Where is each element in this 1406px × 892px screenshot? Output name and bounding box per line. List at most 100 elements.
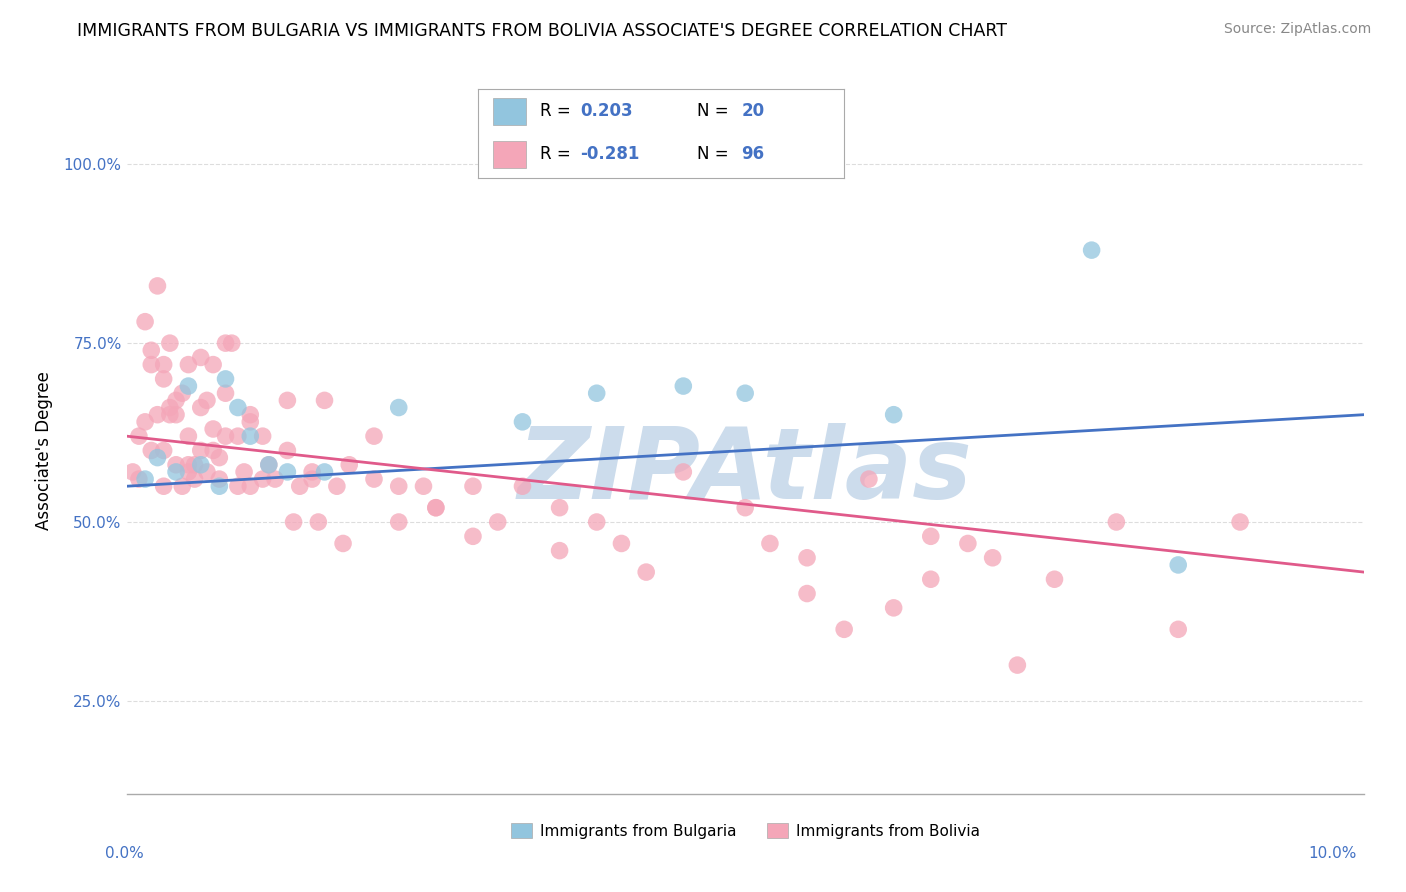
Point — [202, 358, 225, 372]
Point — [585, 515, 607, 529]
Point — [832, 623, 855, 637]
Point — [920, 572, 942, 586]
Point — [314, 393, 336, 408]
Point — [461, 479, 484, 493]
Point — [425, 500, 447, 515]
Point — [208, 472, 231, 486]
Point — [276, 465, 298, 479]
Point — [208, 450, 231, 465]
Point — [208, 479, 231, 493]
Point — [226, 429, 249, 443]
Point — [1167, 558, 1189, 572]
Legend: Immigrants from Bulgaria, Immigrants from Bolivia: Immigrants from Bulgaria, Immigrants fro… — [505, 816, 986, 845]
Point — [276, 393, 298, 408]
Point — [610, 536, 633, 550]
Point — [183, 458, 205, 472]
Point — [337, 458, 360, 472]
Point — [226, 401, 249, 415]
Point — [152, 372, 174, 386]
Point — [159, 408, 181, 422]
Point — [425, 500, 447, 515]
Bar — [492, 98, 526, 125]
Point — [301, 472, 323, 486]
Point — [585, 386, 607, 401]
Point — [512, 415, 534, 429]
Text: 20: 20 — [741, 102, 765, 120]
Point — [981, 550, 1004, 565]
Point — [190, 351, 212, 365]
Point — [257, 458, 280, 472]
Point — [252, 472, 274, 486]
Point — [363, 472, 385, 486]
Point — [388, 401, 411, 415]
Point — [165, 465, 187, 479]
Point — [326, 479, 349, 493]
Text: Source: ZipAtlas.com: Source: ZipAtlas.com — [1223, 22, 1371, 37]
Point — [226, 479, 249, 493]
Point — [177, 358, 200, 372]
Point — [672, 379, 695, 393]
Point — [177, 458, 200, 472]
Point — [1229, 515, 1251, 529]
Point — [146, 279, 169, 293]
Point — [283, 515, 305, 529]
Point — [159, 401, 181, 415]
Point — [883, 408, 905, 422]
Point — [121, 465, 143, 479]
Y-axis label: Associate's Degree: Associate's Degree — [35, 371, 52, 530]
Point — [796, 550, 818, 565]
Point — [363, 429, 385, 443]
Point — [264, 472, 287, 486]
Point — [146, 408, 169, 422]
Point — [190, 443, 212, 458]
Point — [152, 479, 174, 493]
Point — [172, 479, 194, 493]
Text: N =: N = — [697, 102, 734, 120]
Point — [548, 500, 571, 515]
Point — [128, 429, 150, 443]
Point — [412, 479, 434, 493]
Text: 96: 96 — [741, 145, 765, 163]
Point — [796, 586, 818, 600]
Point — [276, 443, 298, 458]
Point — [202, 422, 225, 436]
Point — [257, 458, 280, 472]
Point — [307, 515, 329, 529]
Point — [636, 565, 658, 579]
Point — [183, 472, 205, 486]
Point — [1167, 623, 1189, 637]
Point — [152, 358, 174, 372]
Point — [314, 465, 336, 479]
Point — [177, 379, 200, 393]
Point — [202, 443, 225, 458]
Point — [858, 472, 880, 486]
Point — [252, 429, 274, 443]
Point — [214, 386, 236, 401]
Text: 0.203: 0.203 — [581, 102, 633, 120]
Point — [165, 408, 187, 422]
Point — [759, 536, 782, 550]
Point — [512, 479, 534, 493]
Point — [195, 393, 218, 408]
Bar — [492, 141, 526, 168]
Point — [239, 479, 262, 493]
Text: ZIPAtlas: ZIPAtlas — [517, 423, 973, 519]
Point — [141, 443, 163, 458]
Point — [190, 401, 212, 415]
Point — [1007, 658, 1029, 673]
Point — [172, 386, 194, 401]
Point — [214, 372, 236, 386]
Point — [734, 386, 756, 401]
Point — [388, 515, 411, 529]
Point — [177, 465, 200, 479]
Point — [214, 429, 236, 443]
Point — [165, 393, 187, 408]
Point — [141, 343, 163, 358]
Point — [956, 536, 979, 550]
Point — [134, 415, 156, 429]
Point — [288, 479, 311, 493]
Text: 10.0%: 10.0% — [1309, 846, 1357, 861]
Text: N =: N = — [697, 145, 734, 163]
Point — [221, 336, 243, 351]
Point — [1080, 243, 1102, 257]
